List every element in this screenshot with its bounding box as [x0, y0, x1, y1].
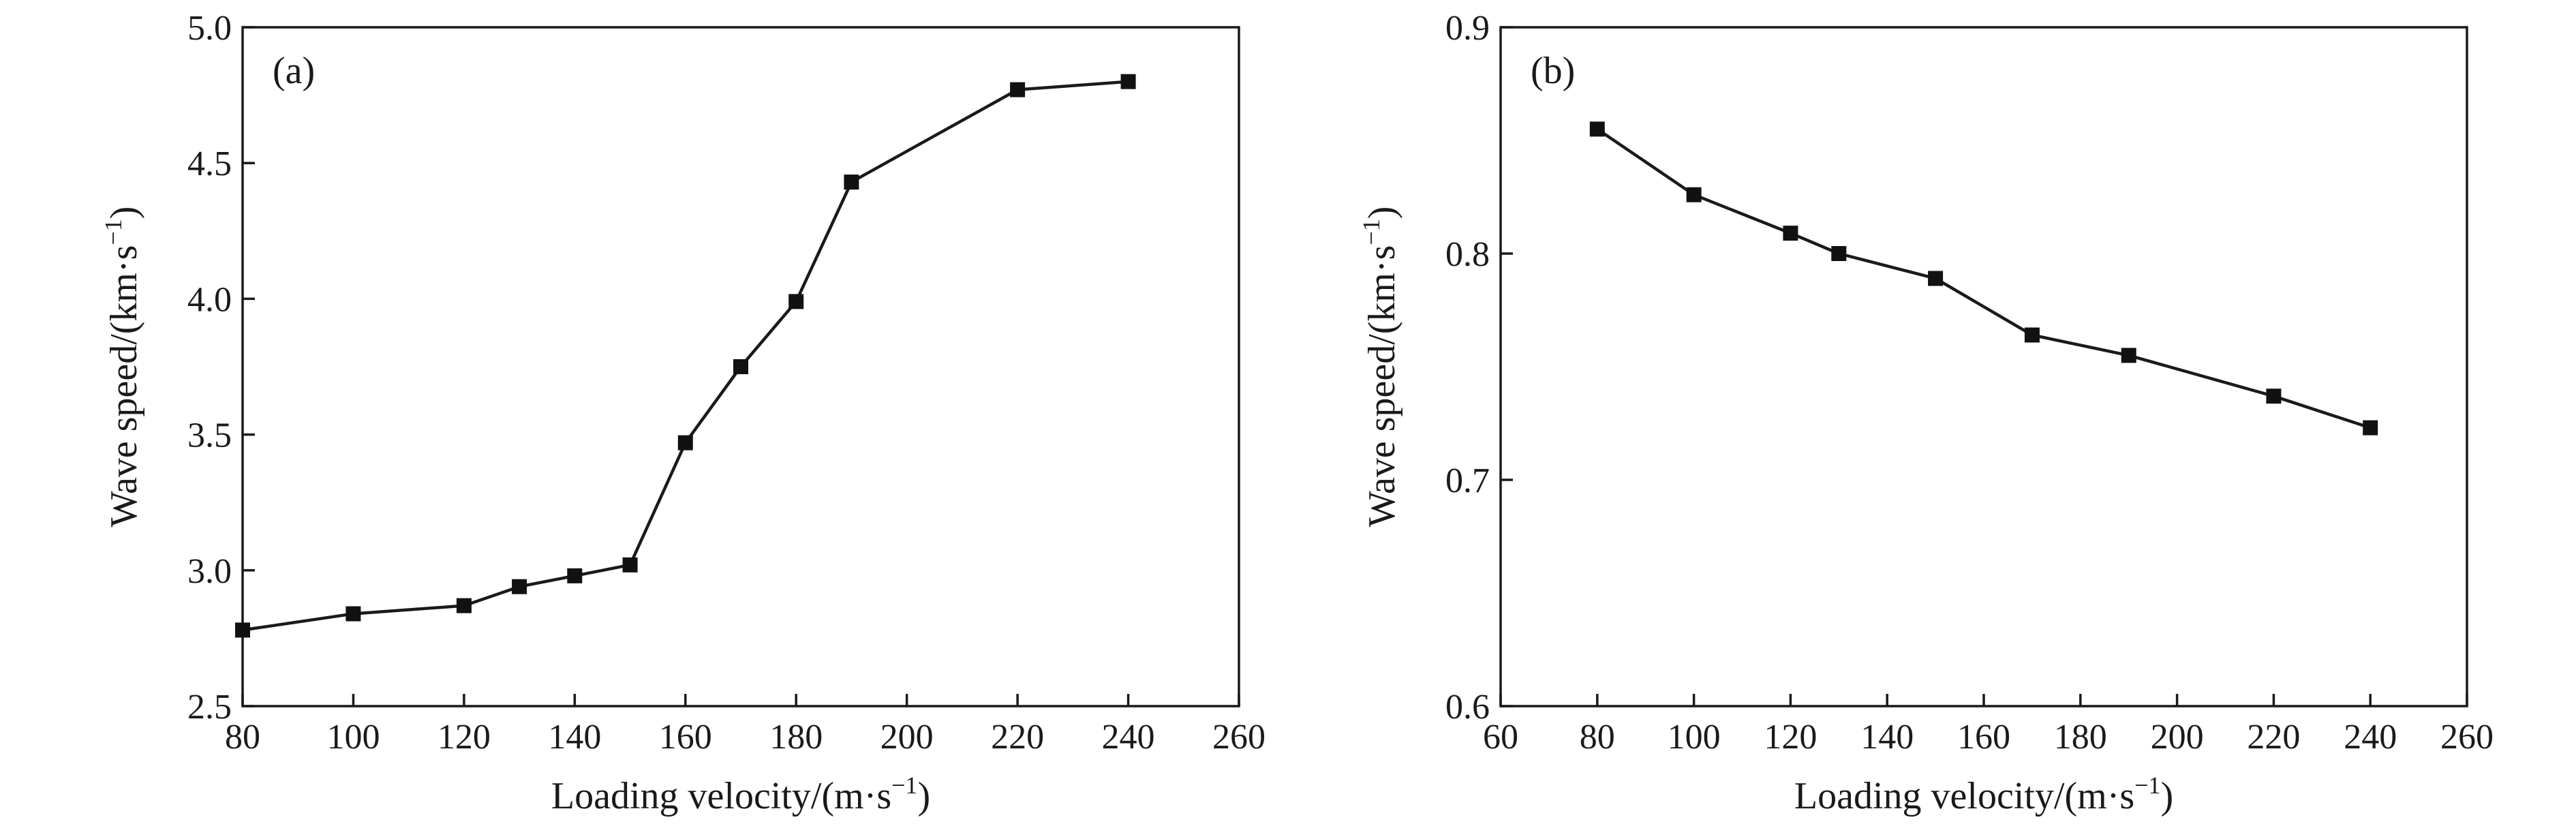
panel-a-x-tick-label-140: 140	[548, 718, 601, 757]
panel-b-y-tick-label-0-9: 0.9	[1445, 9, 1490, 48]
panel-a-data-point-120	[456, 598, 472, 613]
panel-a-data-point-80	[235, 622, 250, 638]
panel-a-x-tick-label-100: 100	[326, 718, 380, 757]
panel-a-data-point-100	[346, 606, 361, 622]
panel-b-x-axis-title-sup: −1	[2134, 772, 2160, 799]
panel-a-x-axis-title-sup: −1	[891, 772, 917, 799]
panel-a-data-point-240	[1120, 74, 1136, 89]
panel-b-x-tick-label-100: 100	[1668, 718, 1721, 757]
panel-a-y-axis-title: Wave speed/(km·s−1)	[99, 207, 145, 528]
panel-a-x-tick-label-80: 80	[225, 718, 260, 757]
panel-b-data-point-80	[1589, 121, 1605, 137]
panel-b-x-axis-title-tail: )	[2160, 775, 2173, 817]
panel-b-y-tick-label-0-6: 0.6	[1445, 688, 1490, 727]
panel-a-x-axis-title-tail: )	[917, 775, 930, 817]
panel-b-data-point-120	[1783, 226, 1798, 241]
panel-a: 80 100 120 140 160 180 200 220 240 260 2.5 3.0 3.5 4.…	[99, 9, 1266, 817]
panel-a-x-tick-label-220: 220	[991, 718, 1044, 757]
panel-a-x-tick-label-260: 260	[1212, 718, 1266, 757]
panel-b-x-tick-label-60: 60	[1483, 718, 1518, 757]
panel-a-x-tick-label-160: 160	[659, 718, 712, 757]
panel-a-series-line	[242, 80, 1129, 632]
panel-a-x-tick-label-200: 200	[880, 718, 934, 757]
panel-b-x-tick-label-140: 140	[1860, 718, 1914, 757]
panel-b-x-axis-title: Loading velocity/(m·s−1)	[1794, 772, 2173, 817]
panel-b-y-axis-title-main: Wave speed/(km·s	[1361, 245, 1403, 528]
panel-b: 60 80 100 120 140 160 180 200 220 240 260 0.6 0.7 0.8…	[1358, 9, 2494, 817]
panel-b-data-point-220	[2266, 389, 2282, 404]
panel-b-plot-frame	[1499, 26, 2468, 707]
panel-b-data-point-100	[1686, 187, 1702, 202]
panel-b-x-tick-label-260: 260	[2440, 718, 2494, 757]
panel-b-data-point-190	[2121, 348, 2136, 363]
panel-b-y-axis-title-sup: −1	[1358, 219, 1385, 245]
panel-b-label: (b)	[1531, 50, 1575, 92]
panel-b-x-tick-label-200: 200	[2151, 718, 2204, 757]
panel-a-data-point-220	[1010, 82, 1026, 97]
panel-b-series-line	[1596, 127, 2371, 429]
panel-a-data-point-190	[844, 174, 859, 190]
panel-b-x-axis-title-main: Loading velocity/(m·s	[1794, 775, 2134, 817]
panel-b-y-tick-label-0-8: 0.8	[1445, 235, 1490, 274]
panel-a-x-tick-label-120: 120	[438, 718, 491, 757]
panel-a-y-tick-label-5: 5.0	[187, 9, 232, 48]
panel-b-y-axis-title-tail: )	[1361, 207, 1403, 219]
panel-a-label: (a)	[273, 50, 315, 92]
panel-b-data-point-150	[1928, 271, 1944, 286]
panel-a-data-point-150	[622, 557, 638, 573]
panel-b-data-point-240	[2363, 420, 2378, 436]
panel-b-y-axis-title: Wave speed/(km·s−1)	[1358, 207, 1403, 528]
panel-b-y-tick-label-0-7: 0.7	[1445, 461, 1490, 500]
panel-b-x-tick-label-80: 80	[1580, 718, 1615, 757]
panel-b-x-tick-label-160: 160	[1957, 718, 2010, 757]
panel-a-x-axis-title-main: Loading velocity/(m·s	[551, 775, 891, 817]
panel-a-x-tick-label-180: 180	[769, 718, 823, 757]
panel-a-data-point-130	[512, 579, 527, 594]
panel-b-x-tick-label-220: 220	[2247, 718, 2300, 757]
panel-a-y-axis-title-sup: −1	[99, 219, 127, 245]
panel-b-data-point-170	[2024, 327, 2040, 343]
panel-a-y-axis-title-main: Wave speed/(km·s	[103, 245, 145, 528]
panel-a-plot-frame	[241, 26, 1240, 707]
panel-b-x-tick-label-240: 240	[2344, 718, 2397, 757]
panel-a-y-tick-label-3-5: 3.5	[187, 416, 232, 455]
panel-a-data-point-180	[788, 294, 804, 309]
panel-a-data-point-140	[567, 568, 583, 583]
panel-a-data-point-170	[733, 359, 748, 374]
panel-b-x-tick-label-180: 180	[2054, 718, 2107, 757]
panel-a-x-tick-label-240: 240	[1102, 718, 1155, 757]
panel-a-y-tick-label-4-5: 4.5	[187, 144, 232, 183]
panel-a-y-tick-label-2-5: 2.5	[187, 688, 232, 727]
panel-a-y-tick-label-4: 4.0	[187, 280, 232, 319]
panel-a-x-axis-title: Loading velocity/(m·s−1)	[551, 772, 930, 817]
panel-a-y-tick-label-3: 3.0	[187, 552, 232, 591]
panel-b-data-point-130	[1831, 246, 1847, 261]
panel-a-data-point-160	[677, 435, 693, 451]
panel-b-x-tick-label-120: 120	[1764, 718, 1817, 757]
panel-a-y-axis-title-tail: )	[103, 207, 145, 219]
